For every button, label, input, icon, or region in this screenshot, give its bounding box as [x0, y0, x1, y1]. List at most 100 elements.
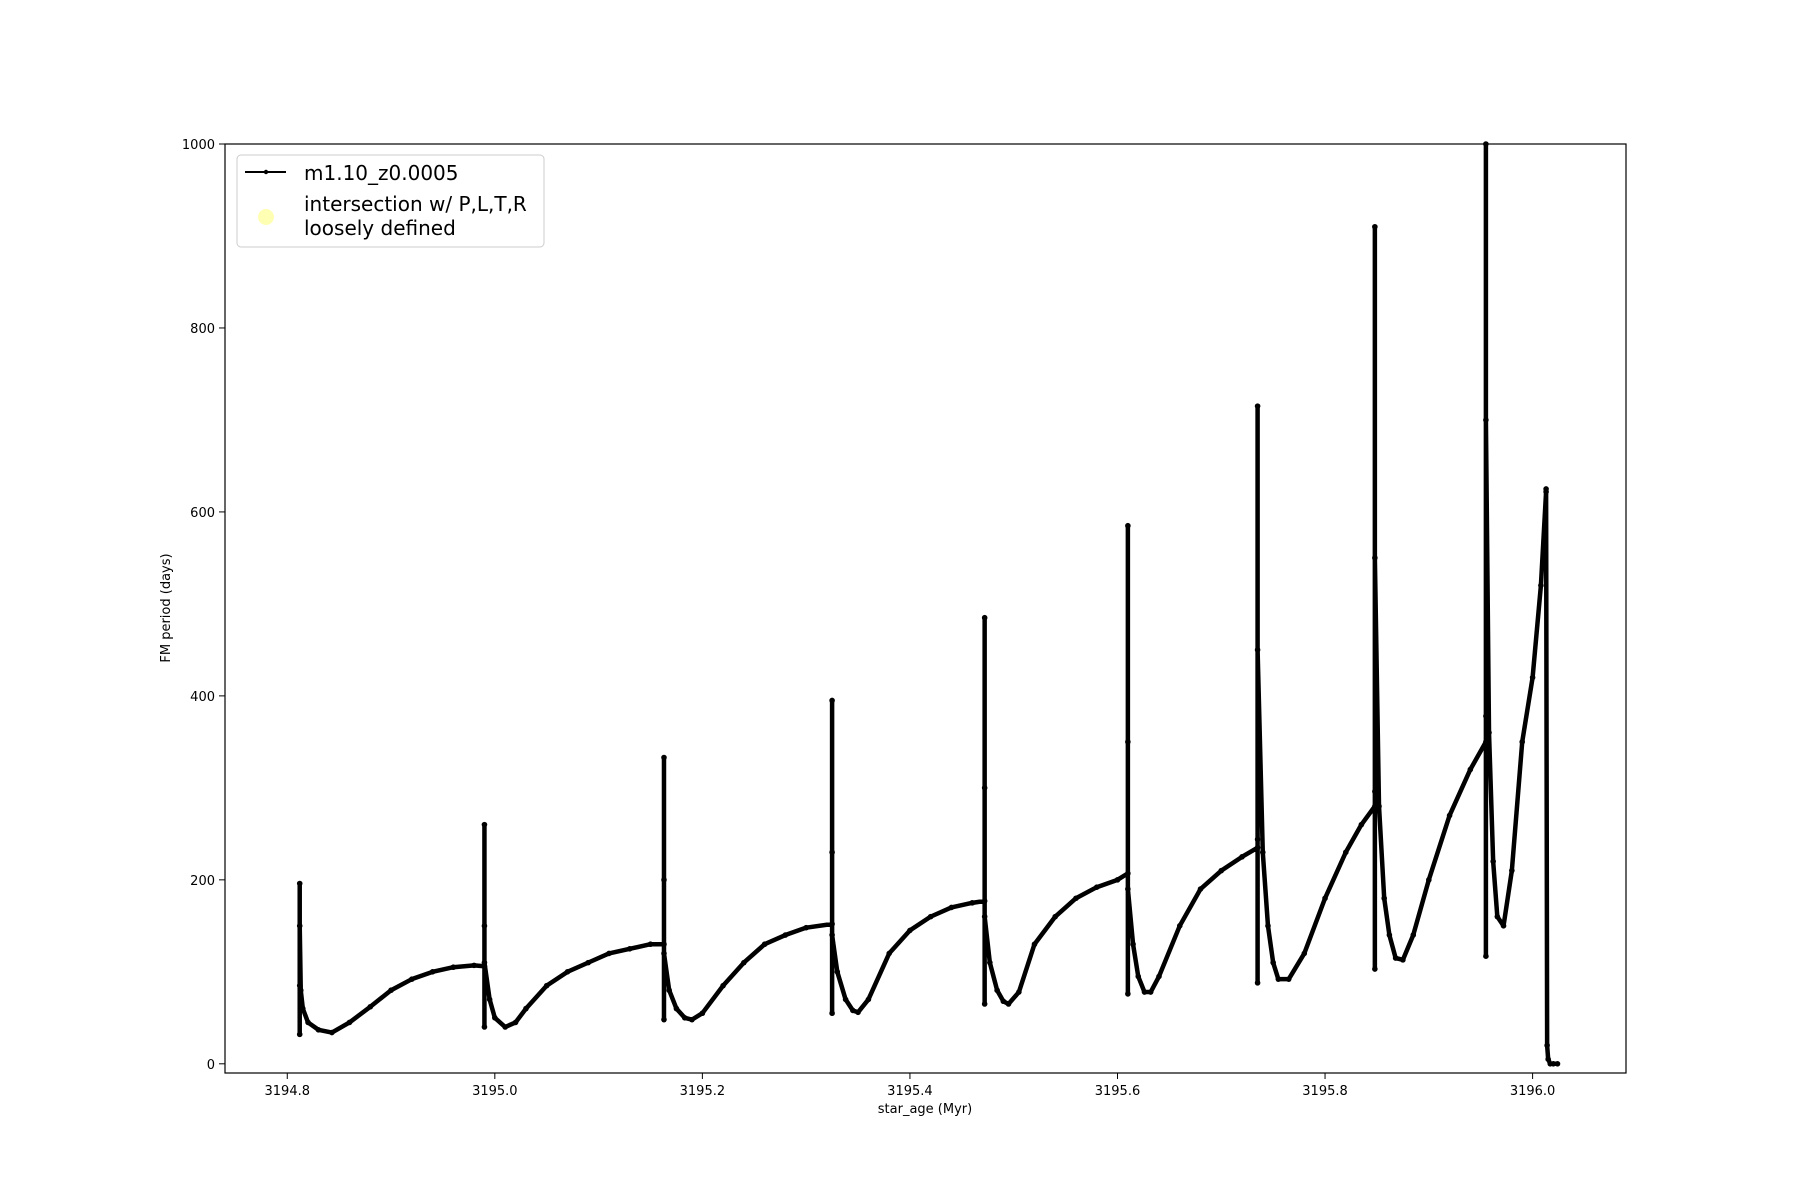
y-tick-label: 800 [190, 322, 215, 337]
series-point [1275, 976, 1282, 982]
series-point [481, 959, 488, 966]
series-point [1254, 844, 1261, 851]
series-point [829, 697, 835, 704]
series-point [1218, 867, 1225, 874]
series-point [1376, 803, 1382, 810]
series-point [1254, 403, 1261, 409]
series-point [907, 927, 913, 934]
series-point [865, 996, 872, 1003]
series-point [673, 1005, 680, 1012]
series-point [981, 1001, 988, 1007]
series-point [1125, 991, 1131, 997]
series-point [1483, 713, 1489, 719]
x-tick-label: 3195.6 [1095, 1084, 1141, 1099]
series-point [981, 913, 988, 920]
series-point [661, 877, 667, 883]
series-layer [296, 141, 1561, 1067]
series-point [1467, 766, 1474, 773]
y-tick-label: 200 [190, 874, 215, 889]
series-point [1052, 913, 1059, 920]
y-tick-label: 400 [190, 690, 215, 705]
series-point [486, 996, 493, 1003]
series-point [296, 880, 303, 887]
series-point [1372, 966, 1378, 972]
axes-frame [224, 143, 1627, 1074]
series-point [661, 1016, 667, 1023]
series-point [1270, 959, 1276, 966]
series-point [1529, 674, 1536, 681]
series-point [1392, 955, 1399, 961]
series-point [502, 1024, 509, 1030]
series-point [699, 1010, 706, 1017]
series-point [681, 1015, 688, 1021]
series-point [661, 950, 667, 957]
series-point [1400, 957, 1406, 963]
series-point [666, 987, 672, 994]
series-point [1490, 858, 1496, 865]
legend: m1.10_z0.0005 intersection w/ P,L,T,R lo… [236, 154, 545, 248]
series-point [661, 754, 667, 761]
series-point [1125, 522, 1131, 529]
series-point [1509, 867, 1515, 874]
series-point [1372, 788, 1378, 795]
series-point [409, 976, 415, 982]
series-point [388, 987, 394, 994]
series-point [981, 614, 988, 621]
series-point [1156, 973, 1162, 980]
series-point [585, 959, 592, 966]
series-point [1125, 739, 1131, 745]
series-point [1176, 923, 1183, 929]
y-tick-label: 1000 [182, 138, 215, 153]
series-point [1545, 1056, 1551, 1062]
y-tick-label: 600 [190, 506, 215, 521]
series-point [543, 982, 550, 989]
series-point [1446, 812, 1453, 819]
series-point [1000, 998, 1007, 1005]
series-point [1254, 647, 1261, 653]
series-point [741, 959, 747, 966]
series-point [1125, 870, 1131, 877]
series-point [512, 1019, 519, 1026]
series-point [1141, 989, 1148, 995]
series-point [481, 1024, 488, 1030]
series-point [720, 982, 726, 989]
series-point [927, 913, 934, 920]
series-point [315, 1026, 322, 1033]
series-point [1554, 1061, 1561, 1067]
x-tick-label: 3194.8 [265, 1084, 311, 1099]
series-point [1483, 953, 1489, 959]
y-axis-label: FM period (days) [159, 553, 174, 662]
series-point [1483, 739, 1489, 745]
series-point [523, 1005, 529, 1012]
series-point [1301, 950, 1308, 957]
series-point [981, 785, 988, 791]
series-point [1005, 1001, 1012, 1007]
series-point [647, 941, 654, 948]
x-tick-label: 3195.2 [680, 1084, 726, 1099]
series-point [305, 1019, 311, 1026]
legend-intersection-label-line1: intersection w/ P,L,T,R [304, 192, 527, 216]
series-point [367, 1003, 374, 1010]
series-point [471, 962, 477, 969]
series-point [1519, 739, 1526, 745]
series-point [1114, 877, 1121, 883]
series-point [346, 1019, 353, 1026]
series-point [850, 1007, 856, 1014]
series-point [1239, 854, 1245, 860]
series-point [1322, 895, 1328, 902]
series-point [1372, 555, 1378, 561]
series-point [297, 987, 304, 994]
series-point [855, 1009, 861, 1016]
series-point [1135, 973, 1142, 980]
series-point [329, 1029, 335, 1036]
series-point [1073, 895, 1079, 902]
x-tick-label: 3195.8 [1302, 1084, 1348, 1099]
x-tick-label: 3196.0 [1510, 1084, 1556, 1099]
series-point [1125, 886, 1131, 892]
series-point [1544, 1042, 1550, 1049]
series-point [761, 941, 768, 948]
series-point [994, 987, 1000, 994]
legend-box [236, 154, 545, 248]
series-point [1543, 486, 1549, 492]
